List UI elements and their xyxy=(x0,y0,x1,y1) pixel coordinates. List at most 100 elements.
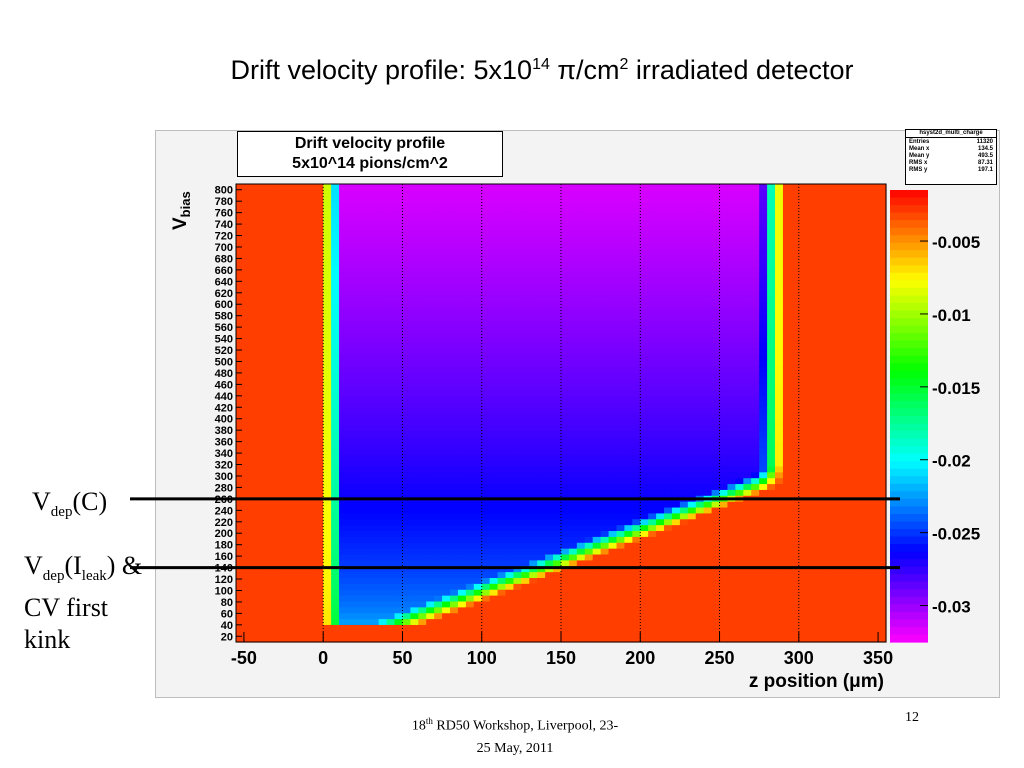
heatmap-cell xyxy=(537,266,546,273)
heatmap-cell xyxy=(735,277,744,285)
heatmap-cell xyxy=(323,189,332,197)
heatmap-cell xyxy=(442,413,451,420)
heatmap-cell xyxy=(243,277,253,285)
heatmap-cell xyxy=(505,630,515,637)
heatmap-cell xyxy=(251,489,261,496)
heatmap-cell xyxy=(521,360,530,367)
heatmap-cell xyxy=(354,489,364,496)
heatmap-cell xyxy=(362,524,372,532)
heatmap-cell xyxy=(687,454,697,461)
heatmap-cell xyxy=(608,630,618,637)
heatmap-cell xyxy=(243,465,253,473)
heatmap-cell xyxy=(687,465,697,473)
heatmap-cell xyxy=(236,248,245,256)
heatmap-cell xyxy=(632,442,641,449)
heatmap-cell xyxy=(703,630,713,637)
heatmap-cell xyxy=(418,371,427,379)
heatmap-cell xyxy=(450,630,459,637)
heatmap-cell xyxy=(386,559,396,567)
heatmap-cell xyxy=(410,371,419,379)
heatmap-cell xyxy=(450,413,459,420)
heatmap-cell xyxy=(473,430,483,438)
heatmap-cell xyxy=(695,289,705,297)
heatmap-cell xyxy=(640,230,649,238)
heatmap-cell xyxy=(489,413,499,420)
heatmap-cell xyxy=(489,195,499,203)
heatmap-cell xyxy=(576,254,586,261)
heatmap-cell xyxy=(283,236,293,244)
heatmap-cell xyxy=(481,600,491,608)
heatmap-cell xyxy=(378,248,388,256)
heatmap-cell xyxy=(600,548,610,555)
heatmap-cell xyxy=(442,595,451,602)
heatmap-cell xyxy=(473,319,483,326)
heatmap-cell xyxy=(434,295,443,303)
heatmap-cell xyxy=(624,489,633,496)
heatmap-cell xyxy=(513,548,522,555)
heatmap-cell xyxy=(505,577,515,584)
heatmap-cell xyxy=(497,219,507,226)
heatmap-cell xyxy=(640,213,649,220)
heatmap-cell xyxy=(632,424,641,432)
heatmap-cell xyxy=(521,189,530,197)
heatmap-cell xyxy=(299,260,308,267)
heatmap-cell xyxy=(719,383,729,391)
heatmap-cell xyxy=(600,583,610,590)
heatmap-cell xyxy=(315,477,324,485)
heatmap-cell xyxy=(331,542,340,549)
heatmap-cell xyxy=(339,413,348,420)
heatmap-cell xyxy=(537,371,546,379)
heatmap-cell xyxy=(561,371,570,379)
heatmap-cell xyxy=(434,548,443,555)
heatmap-cell xyxy=(283,371,293,379)
heatmap-cell xyxy=(291,277,301,285)
heatmap-cell xyxy=(410,583,419,590)
heatmap-cell xyxy=(426,577,435,584)
heatmap-cell xyxy=(354,518,364,526)
heatmap-cell xyxy=(640,589,649,596)
heatmap-cell xyxy=(711,559,721,567)
heatmap-cell xyxy=(600,272,610,279)
heatmap-cell xyxy=(236,330,245,338)
heatmap-cell xyxy=(711,242,721,250)
heatmap-cell xyxy=(727,371,736,379)
heatmap-cell xyxy=(378,577,388,584)
heatmap-cell xyxy=(291,230,301,238)
heatmap-cell xyxy=(505,506,515,514)
heatmap-cell xyxy=(251,348,261,355)
heatmap-cell xyxy=(362,501,372,508)
heatmap-cell xyxy=(679,213,689,220)
heatmap-cell xyxy=(450,606,459,614)
heatmap-cell xyxy=(545,201,554,209)
heatmap-cell xyxy=(378,477,388,485)
heatmap-cell xyxy=(576,342,586,350)
heatmap-cell xyxy=(537,448,546,455)
heatmap-cell xyxy=(553,371,562,379)
heatmap-cell xyxy=(481,618,491,625)
heatmap-cell xyxy=(331,489,340,496)
heatmap-cell xyxy=(442,277,451,285)
heatmap-cell xyxy=(473,219,483,226)
heatmap-cell xyxy=(505,389,515,396)
heatmap-cell xyxy=(679,454,689,461)
heatmap-cell xyxy=(386,542,396,549)
heatmap-cell xyxy=(354,448,364,455)
heatmap-cell xyxy=(315,383,324,391)
heatmap-cell xyxy=(608,248,618,256)
heatmap-cell xyxy=(291,195,301,203)
heatmap-cell xyxy=(465,413,475,420)
heatmap-cell xyxy=(632,489,641,496)
heatmap-cell xyxy=(632,366,641,373)
heatmap-cell xyxy=(727,377,736,385)
heatmap-cell xyxy=(600,471,610,479)
heatmap-cell xyxy=(339,559,348,567)
heatmap-cell xyxy=(664,319,673,326)
heatmap-cell xyxy=(568,189,578,197)
heatmap-cell xyxy=(648,371,657,379)
heatmap-cell xyxy=(426,553,435,561)
heatmap-cell xyxy=(537,342,546,350)
heatmap-cell xyxy=(370,612,380,620)
heatmap-cell xyxy=(481,236,491,244)
heatmap-cell xyxy=(426,307,435,314)
heatmap-cell xyxy=(243,289,253,297)
